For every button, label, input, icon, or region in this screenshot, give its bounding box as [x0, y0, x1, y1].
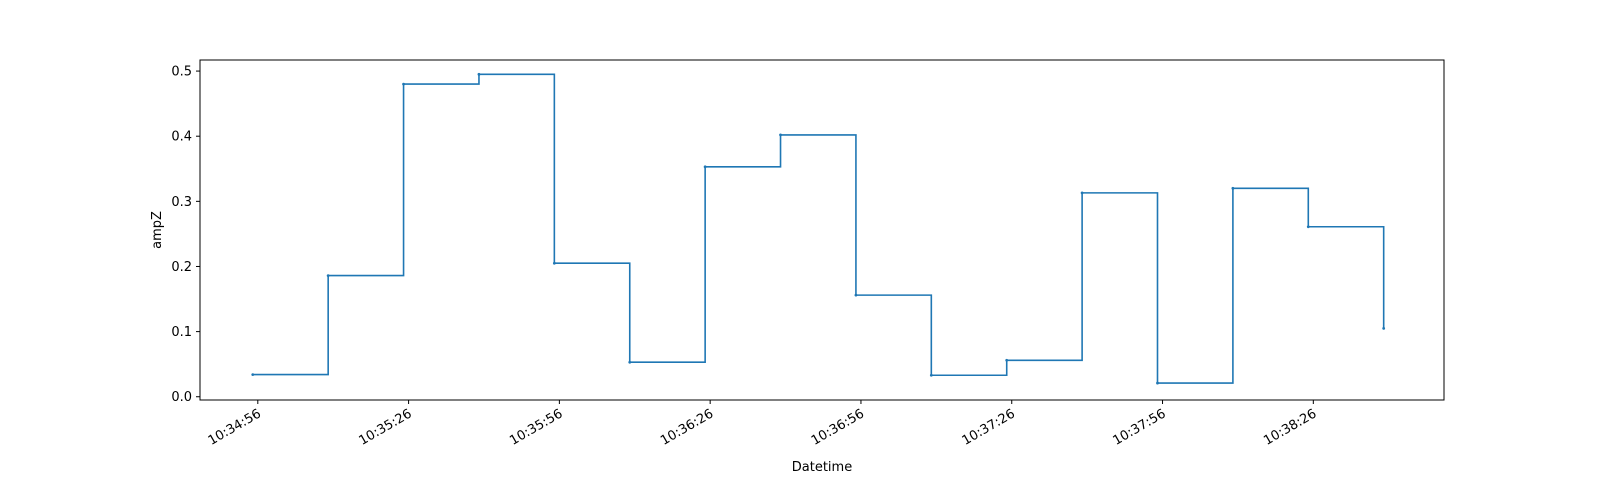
data-point [552, 261, 556, 265]
y-axis-label: ampZ [150, 211, 165, 249]
data-point [477, 72, 481, 76]
data-point [1080, 191, 1084, 195]
series-line [252, 73, 1385, 384]
data-point [251, 373, 255, 376]
data-point [854, 293, 858, 297]
data-point [1306, 225, 1310, 229]
data-point [929, 373, 933, 377]
data-point [1156, 381, 1159, 385]
data-point [779, 133, 782, 137]
y-tick-label: 0.4 [171, 130, 192, 145]
x-axis-label: Datetime [792, 460, 852, 475]
y-tick-label: 0.0 [171, 390, 192, 405]
y-tick-label: 0.3 [171, 195, 192, 210]
data-point [628, 360, 632, 364]
data-point [1005, 358, 1009, 362]
data-point [1382, 326, 1386, 330]
axes-frame [199, 59, 1445, 401]
plot-area [251, 72, 1386, 385]
data-point [1231, 186, 1235, 190]
y-tick-label: 0.2 [171, 260, 192, 275]
y-tick-label: 0.5 [171, 65, 192, 80]
y-axis: 0.0 0.1 0.2 0.3 0.4 0.5 [171, 65, 200, 405]
data-point [402, 82, 405, 86]
data-point [326, 274, 330, 277]
y-tick-label: 0.1 [171, 325, 192, 340]
data-point [703, 165, 707, 169]
